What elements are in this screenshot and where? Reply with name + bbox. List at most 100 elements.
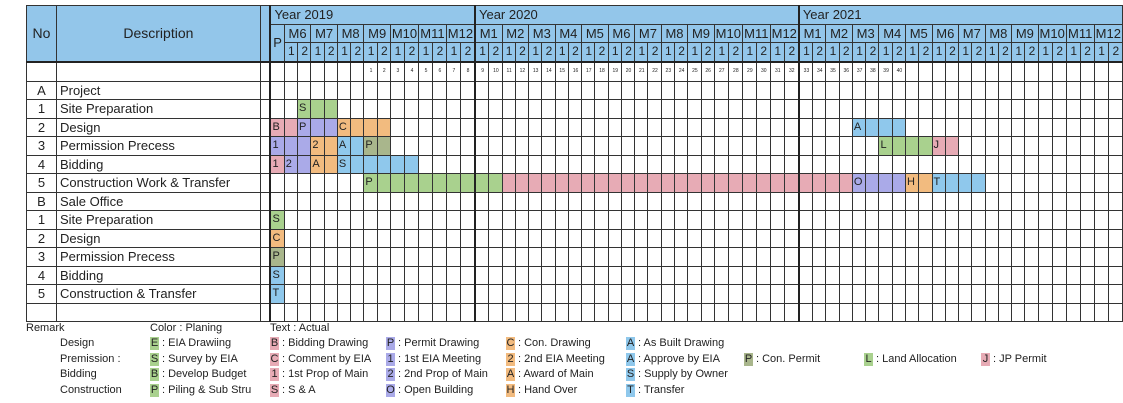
timeline-cell xyxy=(918,228,933,248)
month-header: M10 xyxy=(1037,23,1067,43)
timeline-cell xyxy=(1037,173,1053,193)
schedule-bar-cell xyxy=(283,136,299,156)
timeline-cell xyxy=(755,210,771,230)
timeline-cell xyxy=(769,210,785,230)
timeline-cell xyxy=(567,284,583,304)
timeline-cell xyxy=(350,302,365,322)
timeline-cell xyxy=(783,191,800,211)
timeline-cell xyxy=(904,228,920,248)
timeline-cell xyxy=(891,302,906,322)
timeline-cell xyxy=(997,265,1013,285)
year-header: Year 2021 xyxy=(797,5,1123,25)
timeline-cell xyxy=(376,265,391,285)
timeline-cell xyxy=(958,191,973,211)
timeline-cell xyxy=(851,284,867,304)
table-row: B Sale Office xyxy=(26,191,1123,211)
timeline-cell xyxy=(931,80,946,100)
legend-item: P: Piling & Sub Stru xyxy=(150,383,251,397)
timeline-cell xyxy=(865,191,880,211)
timeline-cell xyxy=(501,228,516,248)
timeline-cell xyxy=(769,136,785,156)
timeline-cell xyxy=(283,265,299,285)
timeline-cell xyxy=(1051,284,1067,304)
legend-group-label: Bidding xyxy=(60,368,97,380)
timeline-cell xyxy=(269,80,285,100)
schedule-bar-cell: S xyxy=(336,154,352,174)
timeline-cell xyxy=(1024,191,1039,211)
legend-swatch: O xyxy=(386,383,395,397)
timeline-cell xyxy=(741,99,757,119)
timeline-cell xyxy=(431,265,447,285)
timeline-cell xyxy=(474,136,490,156)
timeline-cell xyxy=(350,247,365,267)
week-number: 24 xyxy=(673,61,689,82)
timeline-cell xyxy=(403,302,420,322)
timeline-cell xyxy=(838,284,853,304)
timeline-cell xyxy=(581,302,596,322)
week-number: 11 xyxy=(501,61,516,82)
timeline-cell xyxy=(634,80,649,100)
timeline-cell xyxy=(541,228,556,248)
legend-text: : 2nd EIA Meeting xyxy=(518,352,605,365)
timeline-cell xyxy=(376,80,391,100)
week-number: 15 xyxy=(554,61,569,82)
timeline-cell xyxy=(459,302,476,322)
timeline-cell xyxy=(958,99,973,119)
week-number xyxy=(944,61,960,82)
column-header-description: Description xyxy=(55,5,261,63)
schedule-bar-cell: C xyxy=(336,117,352,137)
row-number: 3 xyxy=(26,247,57,267)
month-header: M3 xyxy=(851,23,880,43)
timeline-cell xyxy=(594,302,609,322)
week-number: 10 xyxy=(488,61,503,82)
timeline-cell xyxy=(1065,247,1081,267)
timeline-cell xyxy=(713,228,729,248)
timeline-cell xyxy=(581,154,596,174)
week-number: 18 xyxy=(594,61,609,82)
timeline-cell xyxy=(958,117,973,137)
timeline-cell xyxy=(944,210,960,230)
timeline-cell xyxy=(769,80,785,100)
timeline-cell xyxy=(283,191,299,211)
timeline-cell xyxy=(514,228,530,248)
timeline-cell xyxy=(713,210,729,230)
legend-swatch: 2 xyxy=(386,368,395,381)
week-number xyxy=(958,61,973,82)
timeline-cell xyxy=(783,247,800,267)
schedule-bar-cell xyxy=(713,173,729,193)
timeline-cell xyxy=(607,228,622,248)
timeline-cell xyxy=(812,302,827,322)
schedule-bar-cell xyxy=(700,173,715,193)
timeline-cell xyxy=(647,80,662,100)
schedule-bar-cell xyxy=(607,173,622,193)
timeline-cell xyxy=(797,284,814,304)
legend-item: A: As Built Drawing xyxy=(626,337,724,350)
timeline-cell xyxy=(1093,173,1109,193)
half-month-header: 1 xyxy=(1093,42,1109,63)
timeline-cell xyxy=(376,284,391,304)
half-month-header: 2 xyxy=(971,42,986,63)
legend-text: : JP Permit xyxy=(993,352,1047,365)
schedule-bar-cell: P xyxy=(363,136,378,156)
timeline-cell xyxy=(336,247,352,267)
timeline-cell xyxy=(501,284,516,304)
timeline-cell xyxy=(445,154,461,174)
legend-swatch: A xyxy=(626,352,635,366)
row-description: Site Preparation xyxy=(55,99,261,119)
timeline-cell xyxy=(997,191,1013,211)
timeline-cell xyxy=(567,154,583,174)
timeline-cell xyxy=(581,80,596,100)
timeline-cell xyxy=(755,228,771,248)
timeline-cell xyxy=(607,247,622,267)
week-number xyxy=(336,61,352,82)
timeline-cell xyxy=(541,154,556,174)
half-month-header: 1 xyxy=(931,42,946,63)
timeline-cell xyxy=(350,284,365,304)
timeline-cell xyxy=(403,284,420,304)
half-month-header: 2 xyxy=(647,42,662,63)
week-number xyxy=(997,61,1013,82)
timeline-cell xyxy=(541,284,556,304)
month-header: M5 xyxy=(581,23,609,43)
timeline-cell xyxy=(1024,265,1039,285)
table-row: 3 Permission Precess 1 2 A P L J xyxy=(26,136,1123,156)
